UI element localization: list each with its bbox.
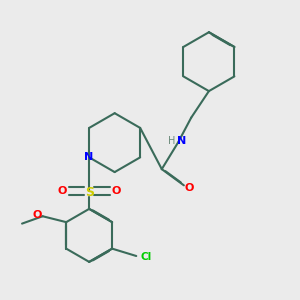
Text: O: O xyxy=(33,210,42,220)
Text: N: N xyxy=(84,152,93,162)
Text: Cl: Cl xyxy=(140,253,151,262)
Text: H: H xyxy=(168,136,175,146)
Text: O: O xyxy=(184,183,194,193)
Text: O: O xyxy=(112,186,121,196)
Text: O: O xyxy=(57,186,67,196)
Text: N: N xyxy=(177,136,186,146)
Text: S: S xyxy=(85,186,94,199)
